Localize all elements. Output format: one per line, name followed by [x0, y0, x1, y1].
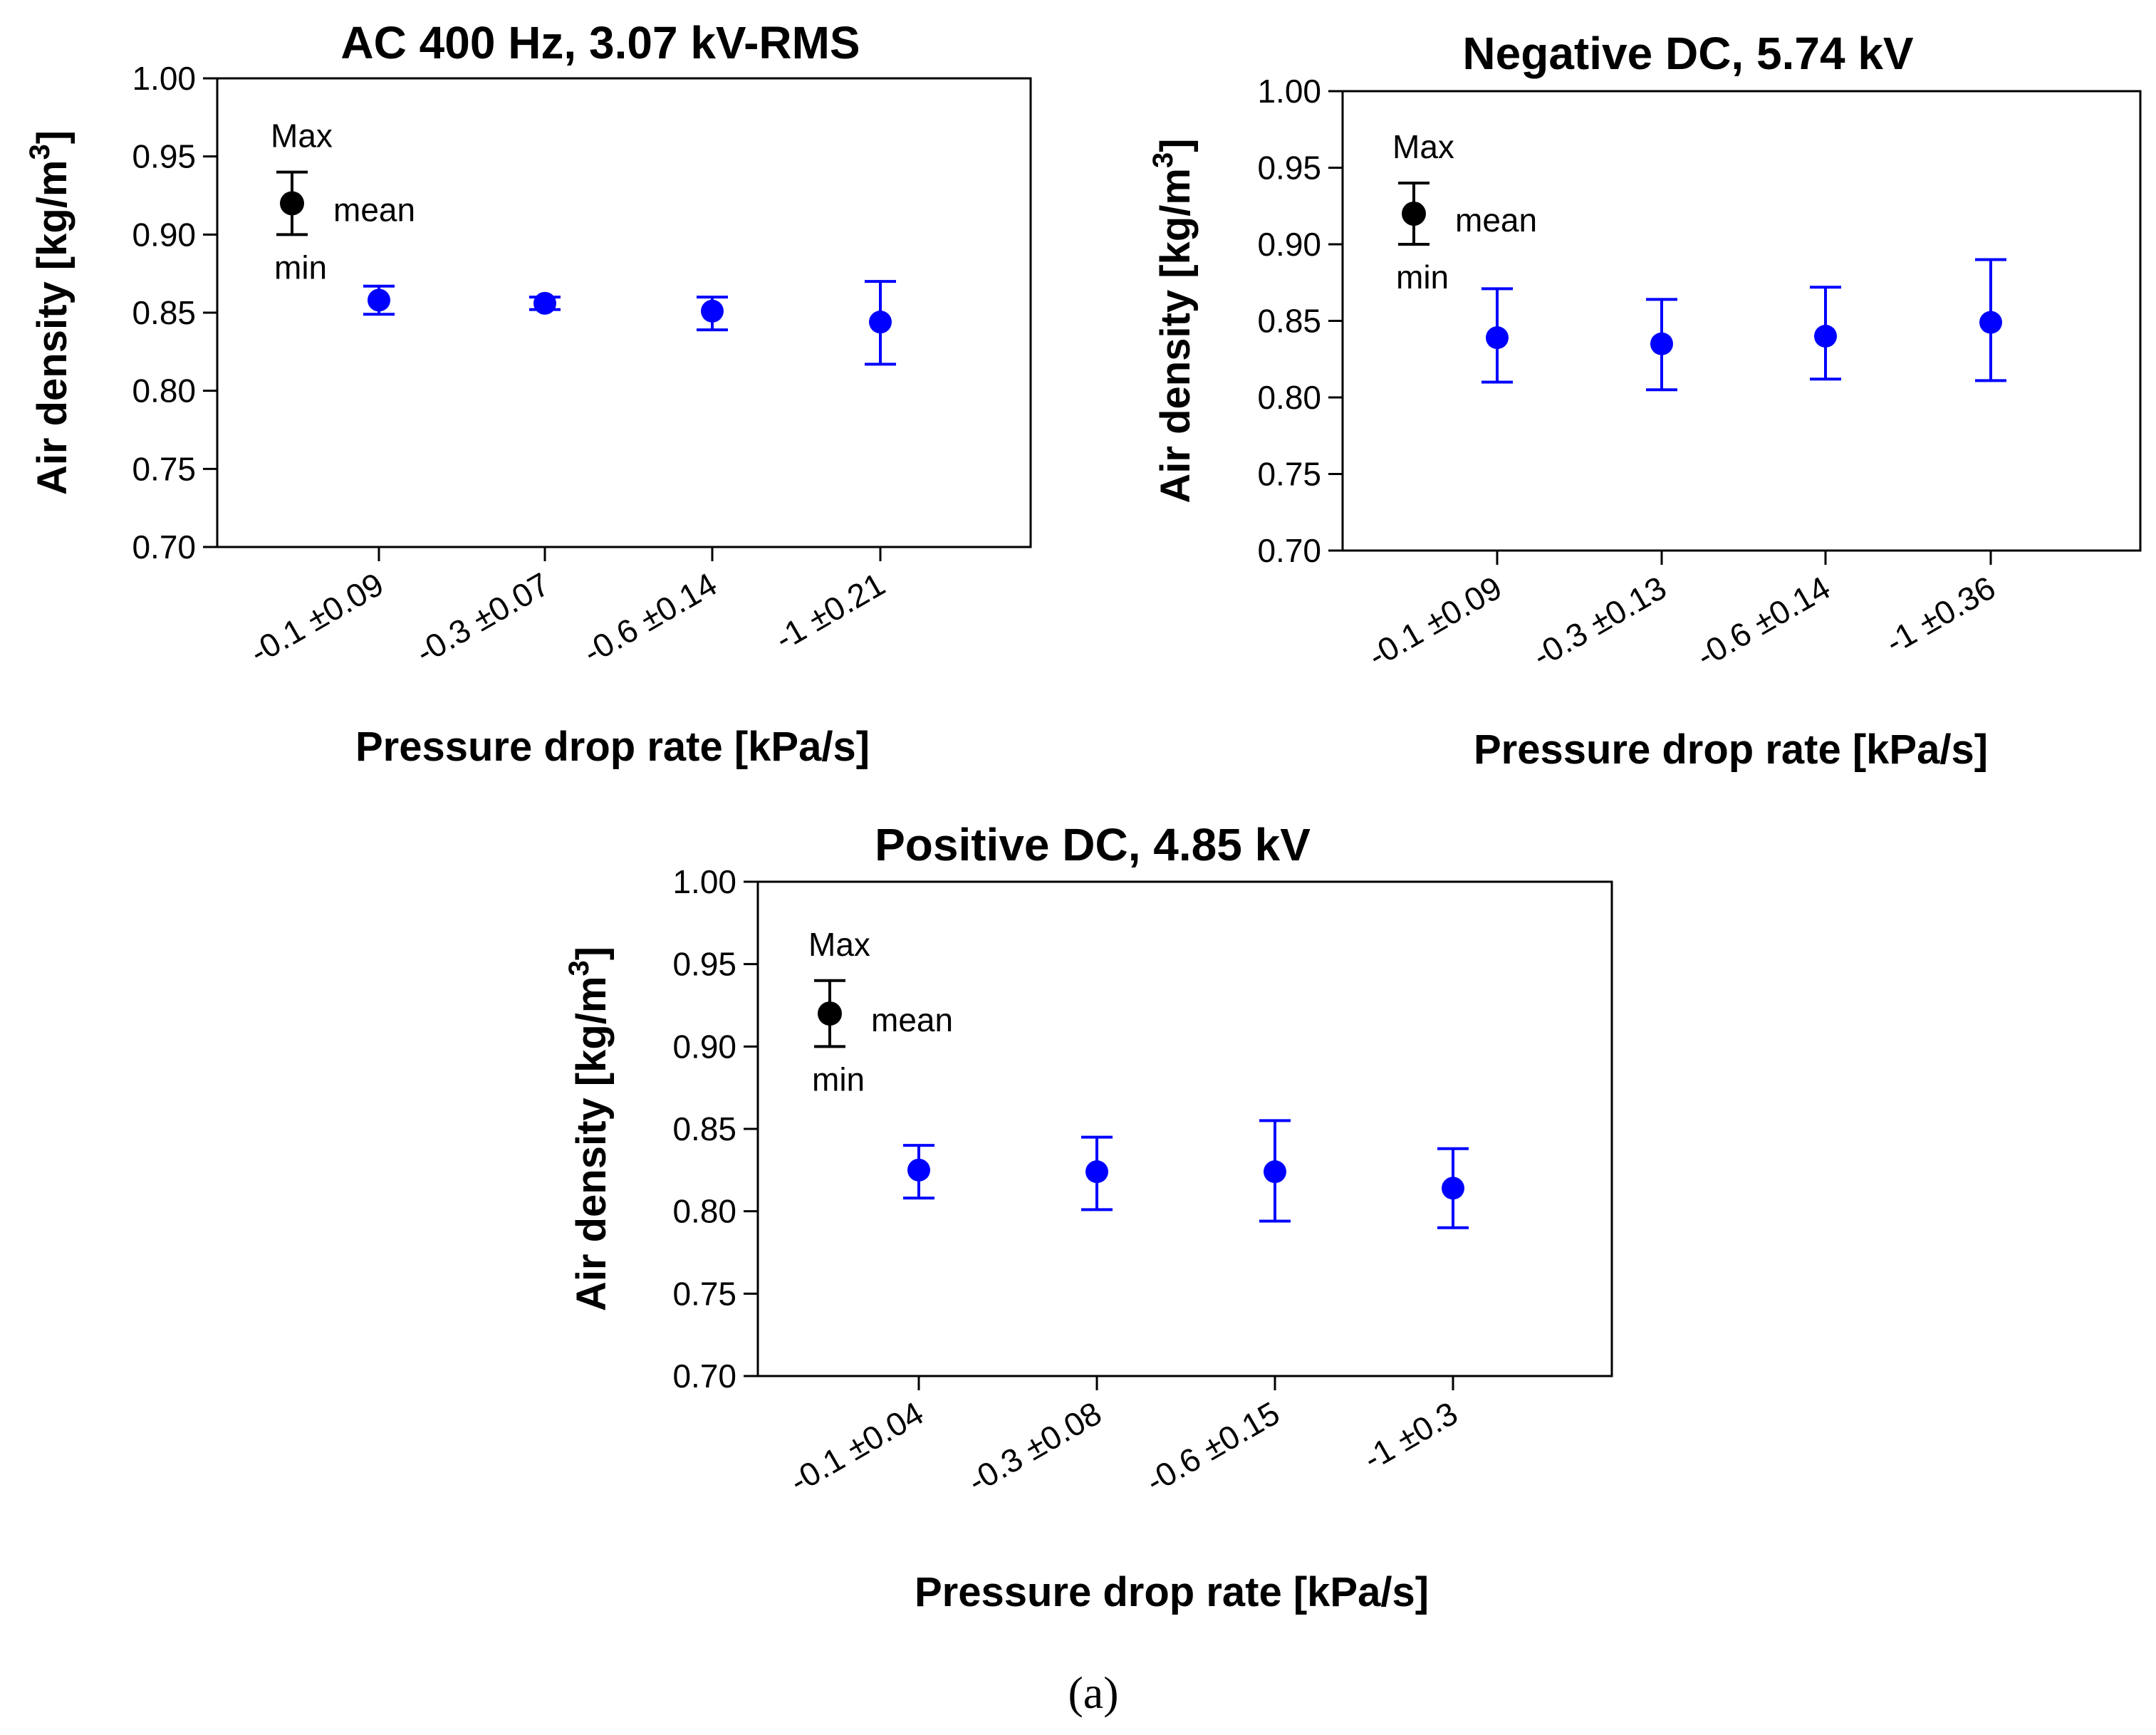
mean-point — [1979, 311, 2002, 334]
x-axis-label: Pressure drop rate [kPa/s] — [915, 1569, 1429, 1615]
chart-title: Negative DC, 5.74 kV — [1462, 28, 1914, 79]
legend-max-label: Max — [808, 926, 870, 963]
mean-point — [869, 311, 892, 334]
legend-mean-label: mean — [1455, 202, 1537, 239]
y-tick-label: 1.00 — [132, 60, 196, 97]
mean-point — [701, 299, 724, 323]
legend-min-label: min — [1396, 259, 1449, 296]
x-tick-label: -1 ±0.36 — [1879, 569, 2001, 661]
legend-max-label: Max — [1392, 128, 1454, 165]
chart-title: Positive DC, 4.85 kV — [875, 819, 1311, 870]
legend-mean-label: mean — [333, 191, 415, 228]
y-tick-label: 0.90 — [1257, 226, 1321, 263]
legend-point — [818, 1001, 842, 1026]
y-tick-label: 1.00 — [672, 863, 736, 900]
mean-point — [1650, 332, 1673, 355]
y-tick-label: 0.90 — [132, 216, 196, 253]
y-tick-label: 0.70 — [1257, 532, 1321, 569]
x-axis-label: Pressure drop rate [kPa/s] — [355, 724, 870, 770]
y-tick-label: 0.90 — [672, 1028, 736, 1065]
chart-title: AC 400 Hz, 3.07 kV-RMS — [340, 17, 860, 68]
legend-point — [280, 191, 304, 216]
x-tick-label: -0.6 ±0.14 — [1690, 569, 1836, 674]
y-tick-label: 0.95 — [672, 946, 736, 983]
y-axis-label-sup: 3 — [24, 144, 56, 160]
x-axis-label: Pressure drop rate [kPa/s] — [1474, 726, 1988, 773]
plot-frame — [756, 880, 1613, 1377]
mean-point — [1814, 325, 1837, 348]
plot-frame — [216, 77, 1032, 548]
x-tick-label: -0.1 ±0.09 — [1362, 569, 1508, 674]
y-tick-label: 0.75 — [672, 1275, 736, 1312]
y-axis-label-tail: ] — [568, 947, 615, 960]
y-tick-label: 0.80 — [1257, 379, 1321, 416]
y-tick-label: 0.95 — [1257, 150, 1321, 187]
legend-min-label: min — [274, 249, 327, 286]
y-tick-label: 0.80 — [672, 1193, 736, 1230]
y-axis-label-text: Air density [kg/m — [568, 976, 615, 1312]
y-tick-label: 0.75 — [132, 450, 196, 487]
chart-positive-dc: Positive DC, 4.85 kV 0.70 0.75 0.80 0.85 0.90… — [563, 819, 1613, 1615]
mean-point — [1442, 1177, 1464, 1200]
y-tick-label: 0.85 — [1257, 303, 1321, 340]
mean-point — [1085, 1160, 1108, 1184]
y-tick-label: 0.75 — [1257, 456, 1321, 493]
y-tick-label: 0.70 — [132, 528, 196, 566]
y-axis-label-tail: ] — [29, 130, 75, 144]
y-tick-label: 0.95 — [132, 138, 196, 175]
x-tick-label: -0.6 ±0.15 — [1140, 1395, 1286, 1500]
mean-point — [1486, 326, 1509, 350]
chart-negative-dc: Negative DC, 5.74 kV 0.70 0.75 0.80 0.85 0.90… — [1147, 28, 2142, 773]
x-tick-label: -0.3 ±0.07 — [410, 566, 556, 671]
legend-min-label: min — [812, 1061, 865, 1098]
figure-caption: (a) — [1068, 1667, 1118, 1718]
mean-point — [907, 1158, 930, 1182]
x-tick-label: -1 ±0.21 — [769, 566, 891, 657]
y-axis-label: Air density [kg/m3] — [24, 130, 75, 495]
y-axis-label-tail: ] — [1152, 138, 1199, 152]
mean-point — [1264, 1160, 1286, 1184]
mean-point — [533, 291, 556, 315]
x-tick-label: -0.3 ±0.13 — [1526, 569, 1672, 674]
x-tick-label: -0.1 ±0.09 — [244, 566, 390, 671]
y-axis-label-text: Air density [kg/m — [29, 160, 75, 496]
y-tick-label: 0.85 — [132, 294, 196, 331]
x-tick-label: -0.1 ±0.04 — [783, 1395, 929, 1500]
plot-frame — [1341, 90, 2142, 552]
y-tick-label: 0.85 — [672, 1110, 736, 1147]
x-tick-label: -1 ±0.3 — [1357, 1395, 1464, 1477]
legend-max-label: Max — [271, 118, 333, 155]
x-tick-label: -0.6 ±0.14 — [577, 566, 723, 671]
y-axis-label: Air density [kg/m3] — [563, 947, 615, 1311]
y-tick-label: 0.70 — [672, 1358, 736, 1395]
legend-point — [1402, 202, 1426, 226]
chart-ac-400hz: AC 400 Hz, 3.07 kV-RMS 0.70 0.75 0.80 0.85 0.… — [24, 17, 1032, 770]
y-axis-label-sup: 3 — [1147, 152, 1179, 168]
x-tick-label: -0.3 ±0.08 — [962, 1395, 1108, 1500]
y-tick-label: 1.00 — [1257, 73, 1321, 110]
y-axis-label-text: Air density [kg/m — [1152, 168, 1199, 504]
y-tick-label: 0.80 — [132, 372, 196, 410]
y-axis-label-sup: 3 — [563, 960, 595, 976]
y-axis-label: Air density [kg/m3] — [1147, 138, 1199, 503]
legend-mean-label: mean — [871, 1001, 953, 1038]
mean-point — [368, 288, 390, 312]
